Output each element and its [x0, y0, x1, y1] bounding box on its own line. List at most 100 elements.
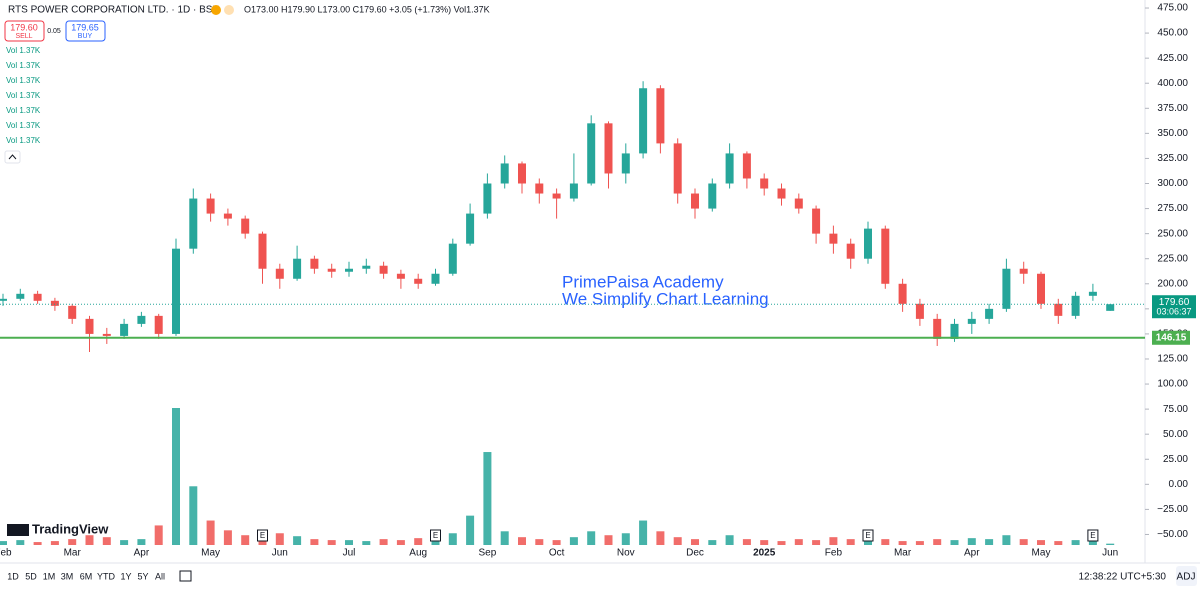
candle-body — [881, 228, 890, 284]
timeframe-button[interactable]: 5D — [25, 571, 37, 581]
y-tick-label: 275.00 — [1157, 203, 1188, 214]
event-marker[interactable] — [430, 529, 441, 542]
volume-bar — [569, 537, 578, 545]
volume-bar — [673, 537, 682, 545]
sell-price[interactable]: 179.60 — [10, 22, 38, 32]
indicator-label: Vol 1.37K — [6, 121, 41, 130]
y-tick-label: 450.00 — [1157, 28, 1188, 39]
candle-body — [137, 315, 146, 324]
candle-body — [518, 163, 526, 184]
x-tick-label: Apr — [964, 548, 980, 559]
candle-body — [846, 243, 855, 259]
candle-body — [760, 178, 769, 189]
volume-bar — [1106, 543, 1115, 545]
buy-price[interactable]: 179.65 — [71, 22, 99, 32]
buy-button[interactable] — [65, 20, 106, 42]
volume-bar — [414, 538, 423, 545]
sell-button[interactable] — [4, 20, 45, 42]
volume-bar — [189, 486, 198, 545]
candle-body — [241, 218, 250, 234]
candle-body — [691, 193, 699, 209]
volume-bar — [552, 540, 561, 545]
y-tick-label: 50.00 — [1163, 429, 1188, 440]
adj-label[interactable]: ADJ — [1177, 572, 1196, 583]
event-label[interactable]: E — [865, 531, 870, 540]
candle-body — [794, 198, 803, 209]
candle-body — [379, 265, 388, 274]
collapse-icon — [8, 154, 17, 160]
timeframe-button[interactable]: All — [155, 571, 165, 581]
x-tick-label: May — [1032, 548, 1051, 559]
candle-body — [154, 315, 163, 334]
candle-body — [604, 123, 613, 174]
y-tick-label: 325.00 — [1157, 153, 1188, 164]
y-tick-label: −25.00 — [1157, 504, 1188, 515]
candle-body — [535, 183, 544, 194]
x-tick-label: Sep — [479, 548, 497, 559]
volume-bar — [327, 540, 336, 545]
y-tick-label: 225.00 — [1157, 253, 1188, 264]
volume-bar — [154, 525, 163, 545]
volume-bar — [708, 540, 717, 545]
volume-bar — [587, 531, 596, 545]
event-label[interactable]: E — [433, 531, 438, 540]
volume-bar — [915, 541, 924, 545]
volume-bar — [379, 539, 388, 545]
candle-body — [639, 88, 648, 154]
candle-body — [1054, 303, 1063, 316]
candle-body — [1071, 295, 1080, 316]
candle-body — [293, 258, 302, 279]
candle-body — [483, 183, 492, 214]
x-tick-label: Feb — [825, 548, 843, 559]
candle-body — [1019, 268, 1028, 274]
volume-bar — [33, 542, 42, 545]
collapse-button[interactable] — [4, 150, 21, 164]
ohlc-values: O173.00 H179.90 L173.00 C179.60 +3.05 (+… — [244, 4, 490, 14]
candle-body — [396, 273, 405, 279]
calendar-icon[interactable] — [179, 570, 192, 582]
volume-bar — [829, 537, 838, 545]
timeframe-button[interactable]: 5Y — [137, 571, 148, 581]
volume-bar — [0, 541, 7, 545]
candle-body — [120, 323, 129, 336]
candle-body — [327, 268, 336, 272]
volume-bar — [621, 533, 630, 545]
volume-bar — [120, 540, 129, 545]
x-tick-label: Mar — [64, 548, 82, 559]
candle-body — [362, 265, 371, 269]
y-tick-label: 25.00 — [1163, 454, 1188, 465]
volume-bar — [898, 541, 907, 545]
sell-label[interactable]: SELL — [15, 33, 32, 40]
volume-bar — [396, 540, 405, 545]
event-marker[interactable] — [257, 529, 268, 542]
event-label[interactable]: E — [260, 531, 265, 540]
candle-body — [621, 153, 630, 174]
event-marker[interactable] — [1087, 529, 1099, 542]
candle-body — [708, 183, 717, 209]
adj-button[interactable] — [1176, 566, 1197, 586]
buy-label[interactable]: BUY — [78, 33, 93, 40]
volume-bar — [639, 520, 648, 545]
event-label[interactable]: E — [1090, 531, 1095, 540]
event-marker[interactable] — [862, 529, 874, 542]
volume-bar — [1071, 540, 1080, 545]
timeframe-button[interactable]: 1M — [43, 571, 56, 581]
volume-bar — [68, 539, 77, 545]
hline-label-box — [1152, 330, 1190, 345]
volume-bar — [950, 540, 959, 545]
spread: 0.05 — [47, 28, 61, 35]
candle-body — [812, 208, 821, 234]
volume-bar — [933, 539, 942, 545]
indicator-label: Vol 1.37K — [6, 136, 41, 145]
x-tick-label: Aug — [409, 548, 427, 559]
countdown: 03:06:37 — [1156, 307, 1191, 317]
candle-body — [500, 163, 509, 184]
x-tick-label: Oct — [549, 548, 565, 559]
timeframe-button[interactable]: 1D — [7, 571, 19, 581]
timeframe-button[interactable]: 1Y — [120, 571, 131, 581]
timeframe-button[interactable]: YTD — [97, 571, 116, 581]
timeframe-button[interactable]: 6M — [80, 571, 93, 581]
candle-body — [102, 333, 111, 336]
timeframe-button[interactable]: 3M — [61, 571, 74, 581]
